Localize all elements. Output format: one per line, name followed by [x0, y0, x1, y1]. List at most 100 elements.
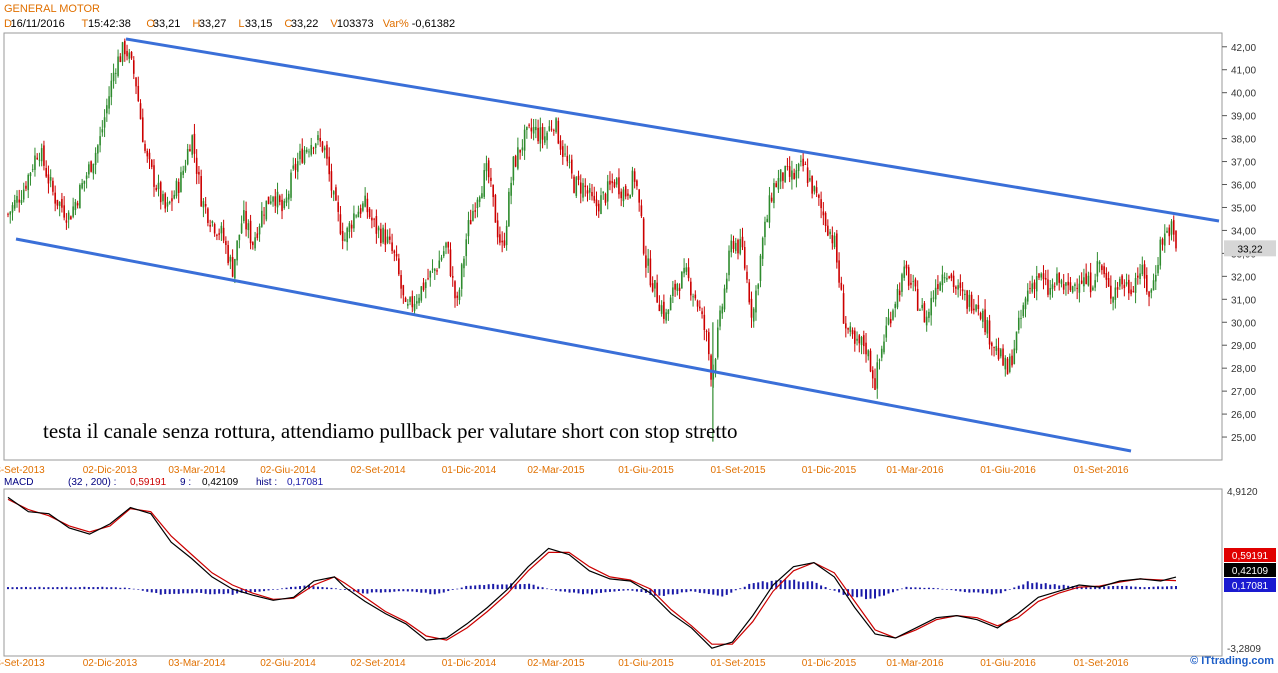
candle-body	[357, 211, 360, 218]
candle-body	[132, 60, 135, 74]
candle-body	[710, 355, 712, 380]
candle-body	[79, 185, 81, 209]
candle-body	[1017, 317, 1020, 330]
candle-body	[314, 143, 317, 149]
macd-params: (32 , 200) :	[68, 477, 116, 488]
candle-body	[310, 145, 313, 155]
hist-bar	[541, 587, 544, 590]
candle-body	[276, 191, 279, 208]
candle-body	[469, 219, 472, 225]
watermark: © ITtrading.com	[1190, 655, 1274, 667]
candle-body	[16, 195, 18, 203]
hist-bar	[757, 582, 760, 590]
hist-bar	[411, 589, 414, 592]
candle-body	[530, 127, 533, 132]
hist-bar	[1031, 583, 1034, 590]
candle-body	[272, 196, 274, 202]
candle-body	[770, 197, 773, 202]
hist-bar	[1107, 586, 1110, 590]
hist-bar	[734, 589, 737, 591]
candle-body	[1049, 287, 1052, 295]
candle-body	[1062, 284, 1065, 290]
candle-body	[198, 171, 200, 175]
hist-bar	[200, 589, 203, 593]
candle-body	[930, 298, 932, 316]
candle-body	[925, 316, 928, 326]
candle-body	[874, 378, 876, 390]
hist-bar	[1004, 589, 1007, 592]
candle-body	[261, 210, 263, 227]
hist-bar	[1139, 586, 1142, 590]
candle-body	[1168, 227, 1171, 237]
candle-body	[274, 196, 277, 206]
macd-x-tick-label: 01-Set-2015	[710, 658, 765, 668]
candle-body	[979, 312, 982, 319]
candle-body	[957, 285, 959, 290]
hist-bar	[281, 588, 284, 590]
candle-body	[292, 165, 295, 169]
x-tick-label: 01-Mar-2016	[886, 465, 944, 476]
candle-body	[92, 163, 95, 174]
candle-body	[649, 258, 652, 286]
macd-x-tick-label: 01-Giu-2015	[618, 658, 674, 668]
candle-body	[1175, 230, 1177, 249]
hist-bar	[986, 589, 989, 594]
candle-body	[1116, 287, 1119, 290]
candle-body	[827, 225, 829, 236]
candle-body	[889, 318, 892, 324]
candle-body	[1015, 331, 1018, 351]
hist-bar	[1125, 585, 1128, 590]
macd-x-tick-label: 01-Mar-2016	[886, 658, 944, 668]
candle-body	[386, 236, 389, 243]
candle-body	[714, 359, 717, 374]
candle-body	[896, 288, 899, 308]
candle-body	[58, 201, 61, 207]
hist-bar	[128, 588, 131, 590]
hist-bar	[932, 587, 935, 590]
candle-body	[629, 194, 631, 199]
hist-bar	[963, 589, 966, 593]
candle-body	[321, 141, 324, 152]
macd-y-bottom: -3,2809	[1227, 644, 1261, 655]
candle-body	[577, 175, 580, 180]
candle-body	[923, 303, 926, 323]
macd-x-tick-label: 01-Set-2016	[1073, 658, 1128, 668]
candle-body	[510, 182, 512, 196]
hist-bar	[231, 589, 234, 595]
candle-body	[449, 249, 452, 276]
hist-bar	[33, 587, 36, 590]
candle-body	[579, 182, 582, 194]
hist-bar	[236, 589, 239, 594]
candle-body	[213, 224, 216, 234]
macd-x-tick-label: 02-Mar-2015	[527, 658, 585, 668]
hist-bar	[568, 589, 571, 593]
hist-bar	[968, 589, 971, 593]
hist-bar	[442, 589, 445, 593]
candle-body	[1044, 277, 1047, 280]
candle-body	[961, 289, 964, 292]
candle-body	[1092, 287, 1094, 290]
hist-bar	[438, 589, 441, 594]
hist-bar	[874, 589, 877, 599]
hist-bar	[505, 584, 508, 590]
candle-body	[9, 211, 12, 215]
candle-body	[366, 198, 369, 213]
macd-badge	[1224, 578, 1276, 592]
signal-period: 9 :	[180, 477, 191, 488]
candle-body	[1143, 264, 1146, 279]
candle-body	[683, 267, 685, 274]
candle-body	[481, 193, 483, 199]
candle-body	[404, 297, 407, 302]
candle-body	[323, 147, 326, 151]
hist-bar	[1112, 586, 1115, 590]
candle-body	[508, 191, 510, 227]
hist-bar	[65, 586, 68, 590]
candle-body	[764, 221, 766, 238]
candle-body	[1114, 287, 1117, 300]
macd-y-top: 4,9120	[1227, 487, 1258, 498]
hist-bar	[1134, 586, 1137, 590]
candle-body	[642, 218, 645, 254]
candle-body	[505, 225, 508, 246]
hist-bar	[137, 589, 140, 590]
hist-bar	[1089, 587, 1092, 590]
